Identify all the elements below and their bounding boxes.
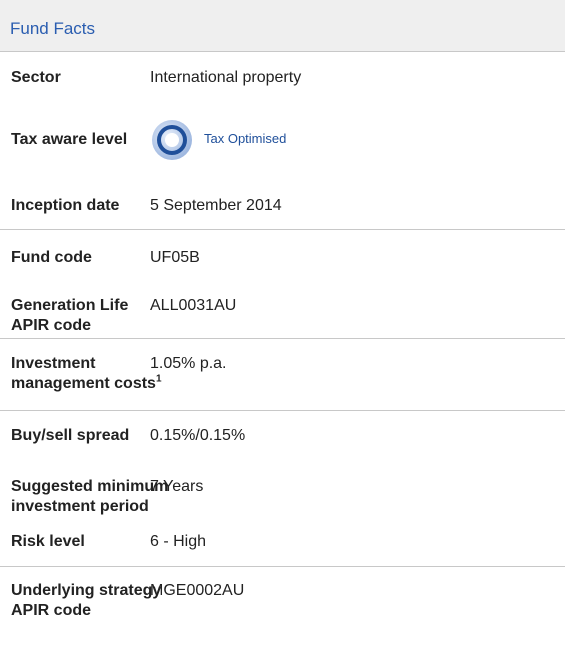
row-value: 0.15%/0.15% [150,427,246,444]
row-value: ALL0031AU [150,297,237,314]
row-label: Suggested minimum investment period [11,477,168,517]
row-value: 1.05% p.a. [150,355,227,372]
row-label: Risk level [11,532,85,552]
label-line: Sector [11,69,61,86]
header: Fund Facts [0,0,565,52]
row-value: UF05B [150,249,200,266]
label-line: Tax aware level [11,131,128,148]
row-label: Sector [11,68,61,88]
row-label: Tax aware level [11,130,127,150]
footnote-marker: 1 [155,373,162,385]
label-line: Risk level [11,533,85,550]
row-label: Underlying strategy APIR code [11,581,161,621]
row-separator [0,410,565,411]
label-line: APIR code [11,602,92,619]
label-line: Generation Life [11,297,129,314]
row-value: 5 September 2014 [150,197,282,214]
label-line: management costs [11,375,156,392]
row-label: Investment management costs1 [11,354,162,394]
label-line: Suggested minimum [11,478,169,495]
label-line: Underlying strategy [11,582,162,599]
label-line: investment period [11,498,149,515]
badge-text: Tax Optimised [204,131,287,146]
label-line: Inception date [11,197,120,214]
label-line: Investment [11,355,96,372]
badge-icon [152,120,192,160]
label-line: APIR code [11,317,92,334]
label-line: Buy/sell spread [11,427,130,444]
header-title: Fund Facts [10,19,96,38]
row-value: International property [150,69,302,86]
label-line: Fund code [11,249,92,266]
row-separator [0,229,565,230]
row-label: Generation Life APIR code [11,296,128,336]
row-label: Inception date [11,196,119,216]
row-separator [0,566,565,567]
row-label: Buy/sell spread [11,426,129,446]
row-value: MGE0002AU [150,582,245,599]
row-label: Fund code [11,248,92,268]
row-separator [0,338,565,339]
row-value: 7 Years [150,478,204,495]
row-value: 6 - High [150,533,207,550]
tax-badge: Tax Optimised [150,118,286,162]
